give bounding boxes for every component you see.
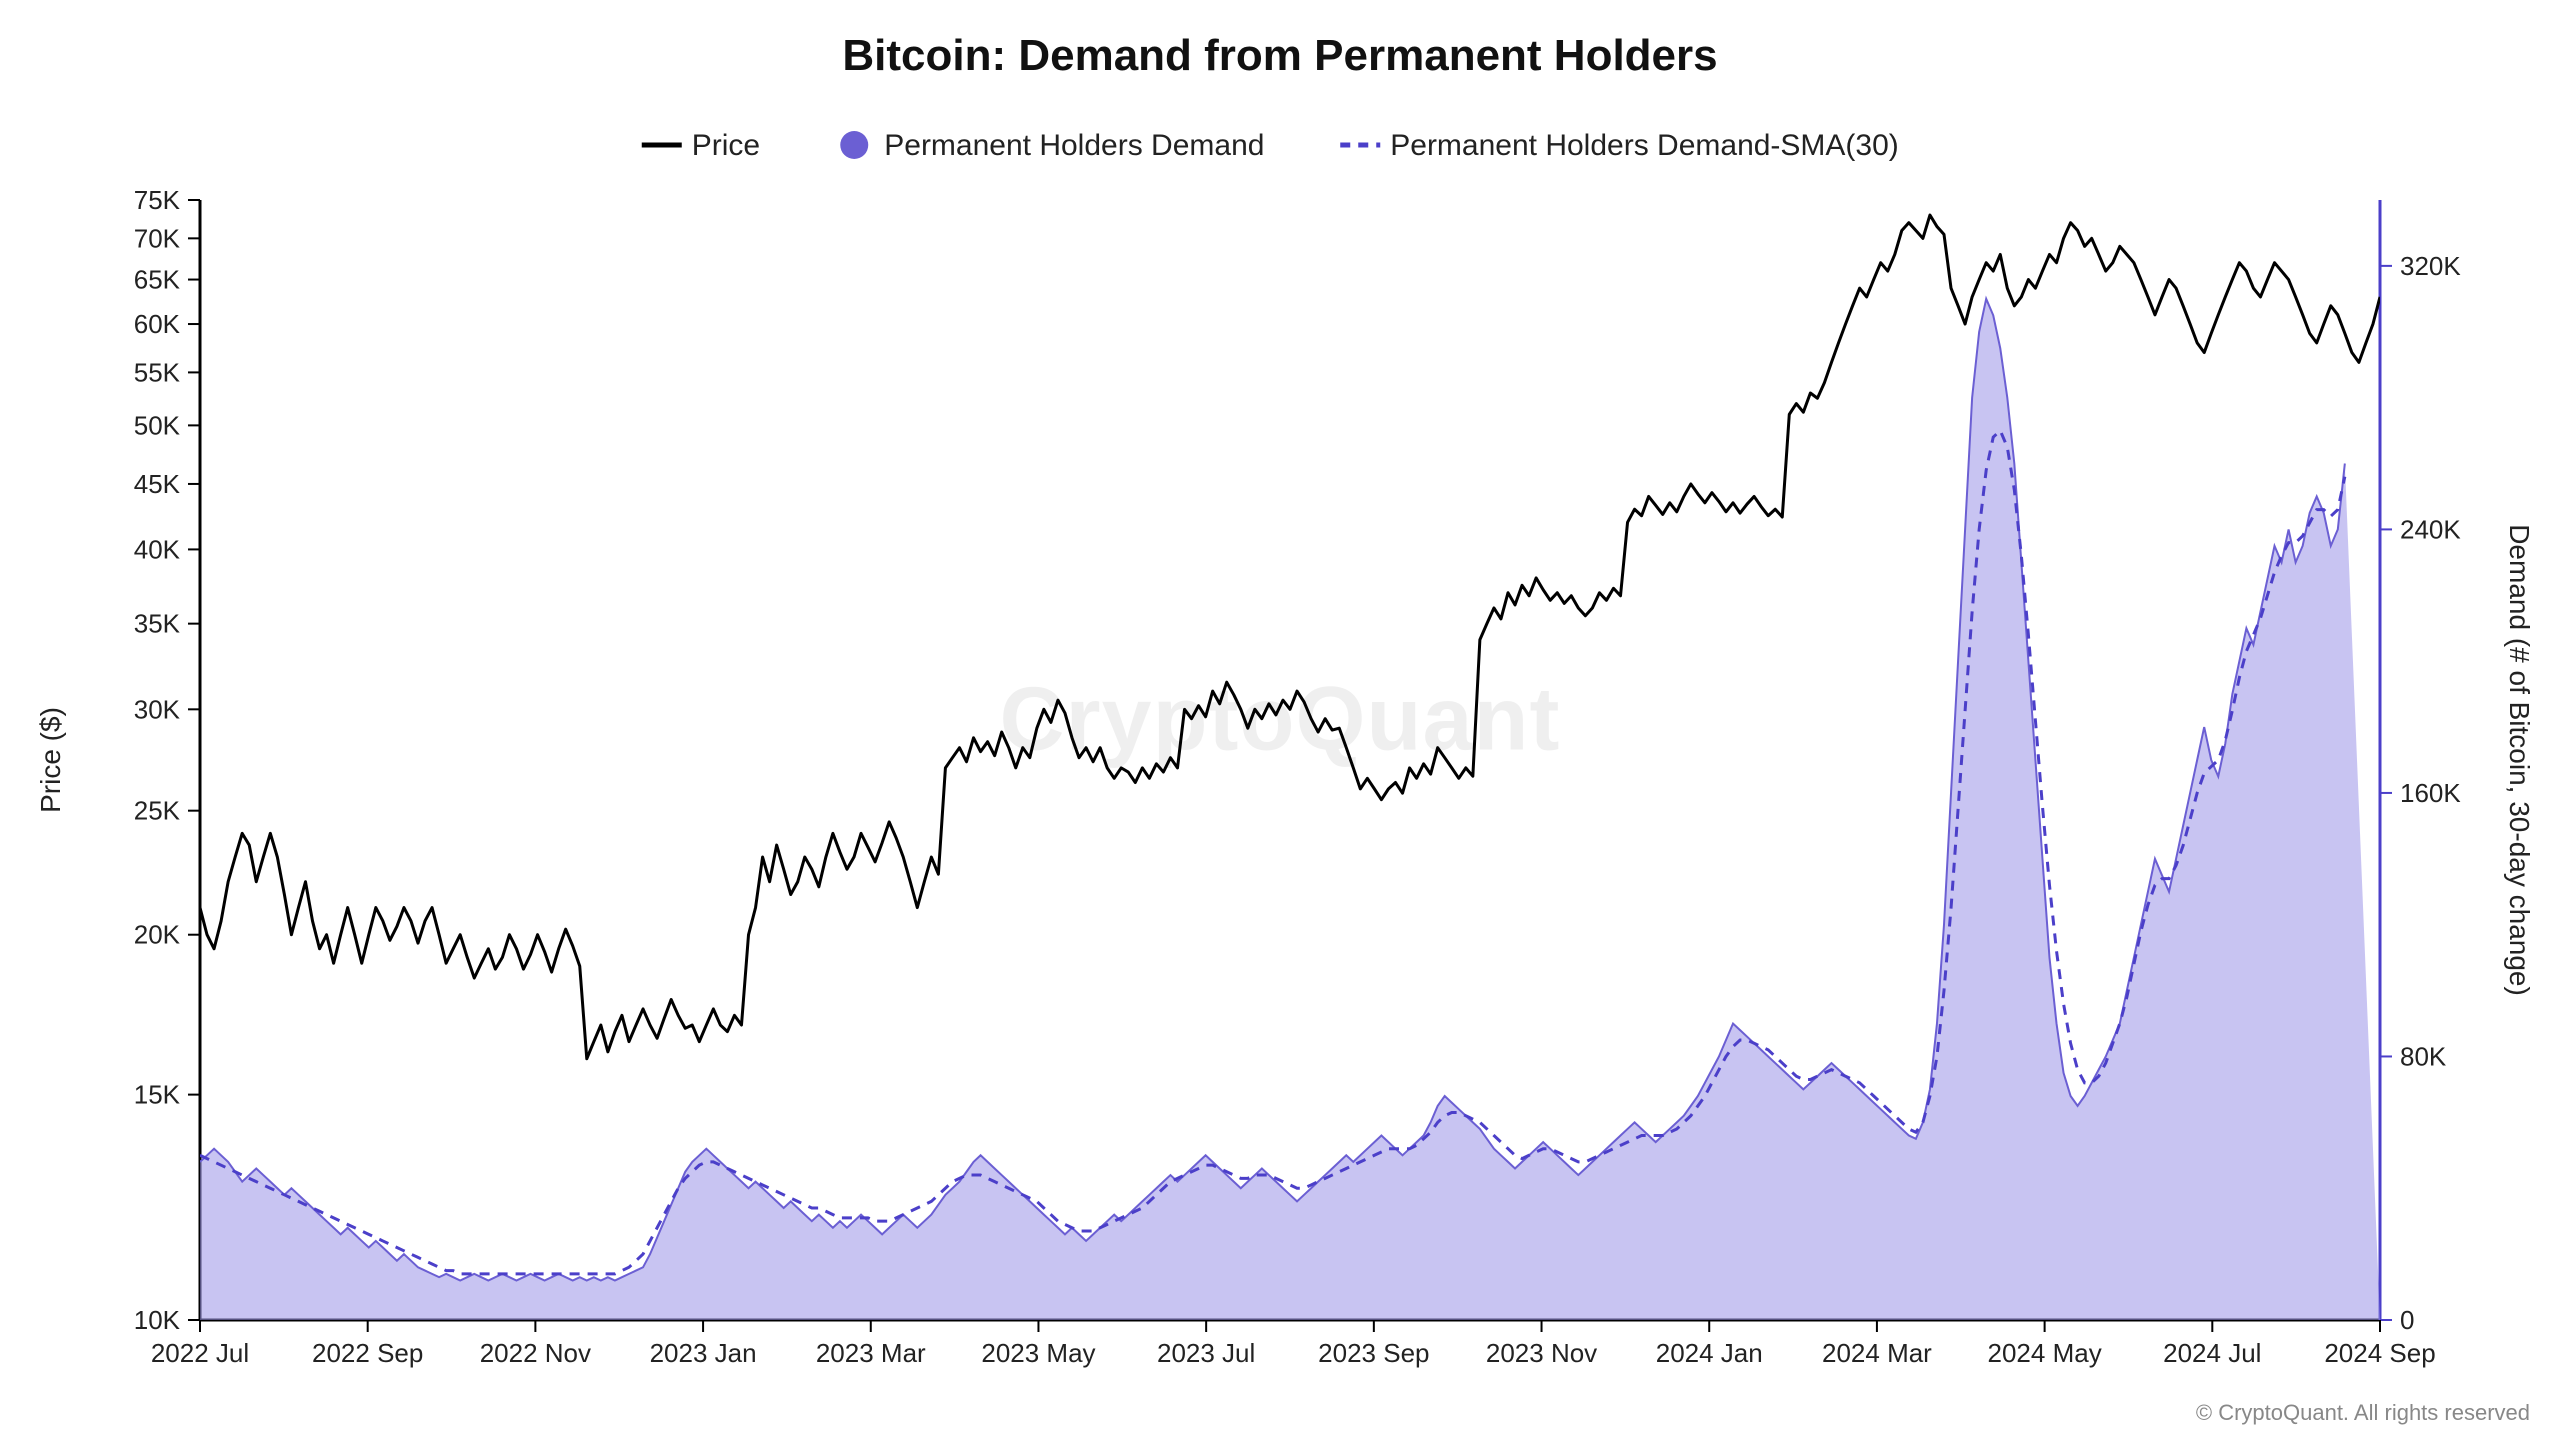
svg-text:80K: 80K <box>2400 1041 2447 1071</box>
svg-text:55K: 55K <box>134 357 181 387</box>
chart-container: Bitcoin: Demand from Permanent Holders Pr… <box>0 0 2560 1440</box>
svg-text:2024 Jan: 2024 Jan <box>1656 1338 1763 1368</box>
svg-text:2023 May: 2023 May <box>981 1338 1095 1368</box>
svg-text:30K: 30K <box>134 694 181 724</box>
svg-text:Price ($): Price ($) <box>35 707 66 813</box>
svg-text:2023 Jan: 2023 Jan <box>650 1338 757 1368</box>
svg-text:2023 Jul: 2023 Jul <box>1157 1338 1255 1368</box>
svg-text:70K: 70K <box>134 223 181 253</box>
svg-text:20K: 20K <box>134 920 181 950</box>
svg-text:2022 Jul: 2022 Jul <box>151 1338 249 1368</box>
svg-text:15K: 15K <box>134 1080 181 1110</box>
svg-text:Permanent Holders Demand-SMA(3: Permanent Holders Demand-SMA(30) <box>1390 129 1899 162</box>
svg-text:40K: 40K <box>134 534 181 564</box>
svg-text:50K: 50K <box>134 410 181 440</box>
svg-text:160K: 160K <box>2400 778 2461 808</box>
svg-text:45K: 45K <box>134 469 181 499</box>
svg-text:2024 May: 2024 May <box>1988 1338 2102 1368</box>
svg-text:2024 Sep: 2024 Sep <box>2324 1338 2435 1368</box>
chart-svg: Bitcoin: Demand from Permanent Holders Pr… <box>0 0 2560 1440</box>
svg-text:240K: 240K <box>2400 514 2461 544</box>
svg-text:Bitcoin: Demand from Permanent: Bitcoin: Demand from Permanent Holders <box>842 31 1717 80</box>
svg-text:Demand (# of Bitcoin, 30-day c: Demand (# of Bitcoin, 30-day change) <box>2504 524 2535 996</box>
svg-text:60K: 60K <box>134 309 181 339</box>
svg-text:25K: 25K <box>134 796 181 826</box>
svg-text:Price: Price <box>692 129 760 162</box>
svg-text:2024 Jul: 2024 Jul <box>2163 1338 2261 1368</box>
svg-text:2022 Sep: 2022 Sep <box>312 1338 423 1368</box>
svg-text:320K: 320K <box>2400 251 2461 281</box>
svg-text:2023 Sep: 2023 Sep <box>1318 1338 1429 1368</box>
svg-text:2022 Nov: 2022 Nov <box>480 1338 591 1368</box>
svg-text:2023 Mar: 2023 Mar <box>816 1338 926 1368</box>
svg-text:10K: 10K <box>134 1305 181 1335</box>
svg-text:0: 0 <box>2400 1305 2414 1335</box>
svg-text:2023 Nov: 2023 Nov <box>1486 1338 1597 1368</box>
credit-text: © CryptoQuant. All rights reserved <box>2196 1400 2530 1426</box>
svg-text:65K: 65K <box>134 265 181 295</box>
svg-text:Permanent Holders Demand: Permanent Holders Demand <box>884 129 1264 162</box>
svg-text:2024 Mar: 2024 Mar <box>1822 1338 1932 1368</box>
svg-text:75K: 75K <box>134 185 181 215</box>
svg-text:35K: 35K <box>134 609 181 639</box>
